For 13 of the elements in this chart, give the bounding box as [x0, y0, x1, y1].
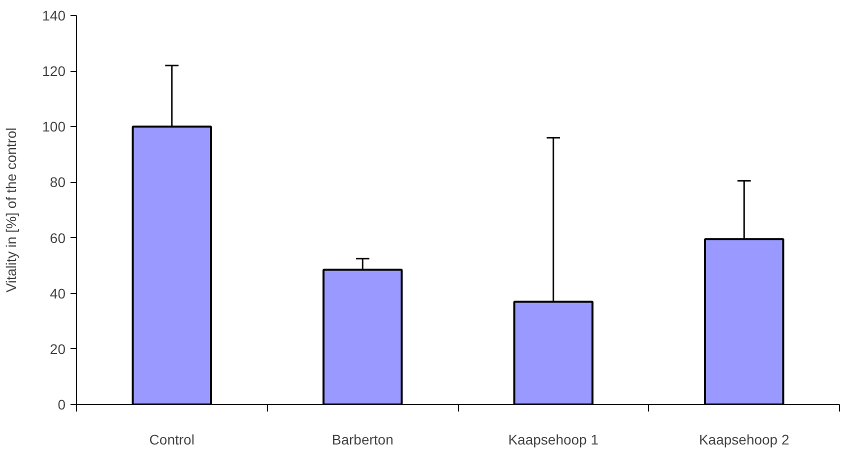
x-tick-label: Barberton [332, 432, 394, 448]
y-tick-label: 120 [42, 63, 66, 80]
x-tick-label: Control [149, 432, 194, 448]
y-tick-label: 60 [50, 230, 66, 246]
y-tick-label: 100 [42, 118, 66, 135]
y-tick-label: 80 [50, 174, 66, 190]
y-tick-label: 0 [58, 396, 66, 412]
x-tick-label: Kaapsehoop 2 [698, 432, 790, 448]
y-tick-label: 40 [50, 285, 66, 302]
y-axis-title: Vitality in [%] of the control [3, 128, 20, 292]
x-tick-label: Kaapsehoop 1 [508, 432, 599, 448]
y-tick-label: 20 [50, 340, 66, 357]
y-tick-label: 140 [42, 8, 66, 24]
